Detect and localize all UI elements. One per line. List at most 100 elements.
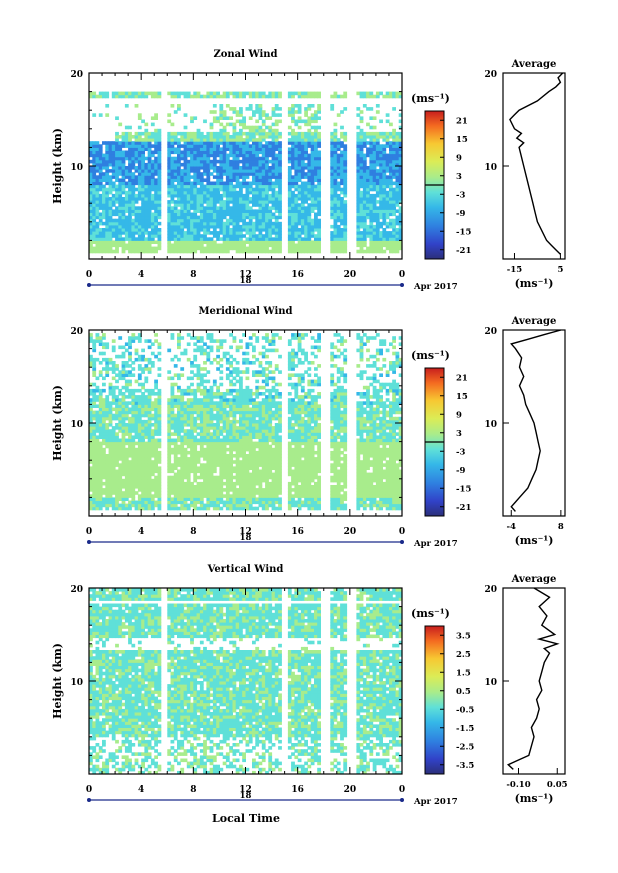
- heatmap-cell: [366, 169, 370, 173]
- heatmap-cell: [111, 197, 116, 201]
- heatmap-cell: [366, 228, 370, 232]
- heatmap-cell: [392, 237, 396, 241]
- heatmap-cell: [92, 200, 97, 204]
- heatmap-cell: [95, 395, 100, 399]
- heatmap-cell: [128, 388, 132, 393]
- heatmap-cell: [157, 494, 162, 498]
- heatmap-cell: [314, 184, 318, 189]
- heatmap-cell: [300, 131, 305, 136]
- heatmap-cell: [173, 478, 178, 483]
- heatmap-cell: [216, 94, 220, 99]
- heatmap-cell: [389, 169, 393, 173]
- heatmap-cell: [141, 475, 145, 480]
- heatmap-cell: [115, 506, 119, 511]
- heatmap-cell: [186, 491, 191, 495]
- heatmap-cell: [219, 203, 224, 207]
- heatmap-cell: [128, 441, 132, 446]
- heatmap-cell: [180, 209, 185, 213]
- heatmap-cell: [385, 138, 390, 142]
- heatmap-cell: [235, 203, 240, 207]
- heatmap-cell: [304, 131, 308, 136]
- heatmap-cell: [128, 231, 132, 235]
- heatmap-cell: [193, 373, 198, 377]
- heatmap-cell: [150, 447, 155, 452]
- heatmap-cell: [147, 131, 152, 136]
- heatmap-cell: [108, 435, 113, 439]
- heatmap-cell: [177, 494, 181, 498]
- heatmap-cell: [333, 234, 338, 238]
- heatmap-cell: [310, 221, 315, 226]
- heatmap-cell: [261, 131, 266, 136]
- heatmap-cell: [369, 116, 374, 120]
- heatmap-cell: [173, 413, 178, 418]
- heatmap-cell: [186, 388, 191, 393]
- heatmap-cell: [167, 450, 172, 455]
- heatmap-cell: [177, 450, 181, 455]
- heatmap-cell: [131, 156, 136, 161]
- heatmap-cell: [115, 469, 119, 474]
- heatmap-cell: [124, 401, 129, 405]
- heatmap-cell: [108, 246, 113, 251]
- heatmap-cell: [134, 240, 139, 244]
- heatmap-cell: [183, 488, 188, 492]
- heatmap-cell: [134, 472, 139, 477]
- heatmap-cell: [128, 166, 132, 170]
- heatmap-cell: [177, 497, 181, 501]
- heatmap-cell: [261, 166, 266, 170]
- heatmap-cell: [366, 166, 370, 170]
- heatmap-cell: [271, 94, 276, 99]
- heatmap-cell: [307, 119, 312, 124]
- heatmap-cell: [274, 135, 279, 139]
- heatmap-cell: [89, 364, 93, 368]
- heatmap-cell: [115, 444, 119, 449]
- heatmap-cell: [173, 354, 178, 359]
- heatmap-cell: [265, 169, 269, 173]
- heatmap-cell: [333, 153, 338, 158]
- heatmap-cell: [193, 147, 198, 151]
- heatmap-cell: [173, 426, 178, 430]
- heatmap-cell: [115, 404, 119, 408]
- heatmap-cell: [98, 432, 103, 436]
- heatmap-cell: [356, 249, 361, 254]
- heatmap-cell: [300, 203, 305, 207]
- heatmap-cell: [379, 144, 383, 148]
- heatmap-cell: [150, 503, 155, 508]
- heatmap-cell: [115, 184, 119, 189]
- heatmap-cell: [196, 159, 201, 164]
- heatmap-cell: [105, 181, 110, 186]
- heatmap-cell: [274, 138, 279, 142]
- heatmap-cell: [89, 237, 93, 241]
- heatmap-cell: [177, 488, 181, 492]
- heatmap-cell: [141, 385, 145, 390]
- heatmap-cell: [232, 147, 237, 151]
- heatmap-cell: [196, 457, 201, 461]
- heatmap-cell: [268, 125, 273, 130]
- heatmap-cell: [203, 206, 207, 210]
- heatmap-cell: [212, 169, 217, 173]
- heatmap-cell: [134, 212, 139, 217]
- heatmap-cell: [173, 175, 178, 179]
- heatmap-cell: [314, 156, 318, 161]
- heatmap-cell: [229, 116, 233, 120]
- heatmap-cell: [389, 224, 393, 229]
- heatmap-cell: [147, 444, 152, 449]
- heatmap-cell: [157, 175, 162, 179]
- heatmap-cell: [216, 193, 220, 198]
- heatmap-cell: [190, 370, 194, 374]
- heatmap-cell: [314, 234, 318, 238]
- heatmap-cell: [392, 187, 396, 192]
- heatmap-cell: [307, 184, 312, 189]
- heatmap-cell: [314, 150, 318, 155]
- heatmap-cell: [170, 147, 175, 151]
- heatmap-cell: [92, 392, 97, 396]
- heatmap-cell: [111, 147, 116, 151]
- heatmap-cell: [105, 494, 110, 498]
- heatmap-cell: [183, 138, 188, 142]
- heatmap-cell: [89, 354, 93, 359]
- heatmap-cell: [395, 162, 400, 167]
- heatmap-cell: [118, 423, 123, 427]
- heatmap-cell: [199, 193, 204, 198]
- heatmap-cell: [124, 348, 129, 353]
- heatmap-cell: [369, 169, 374, 173]
